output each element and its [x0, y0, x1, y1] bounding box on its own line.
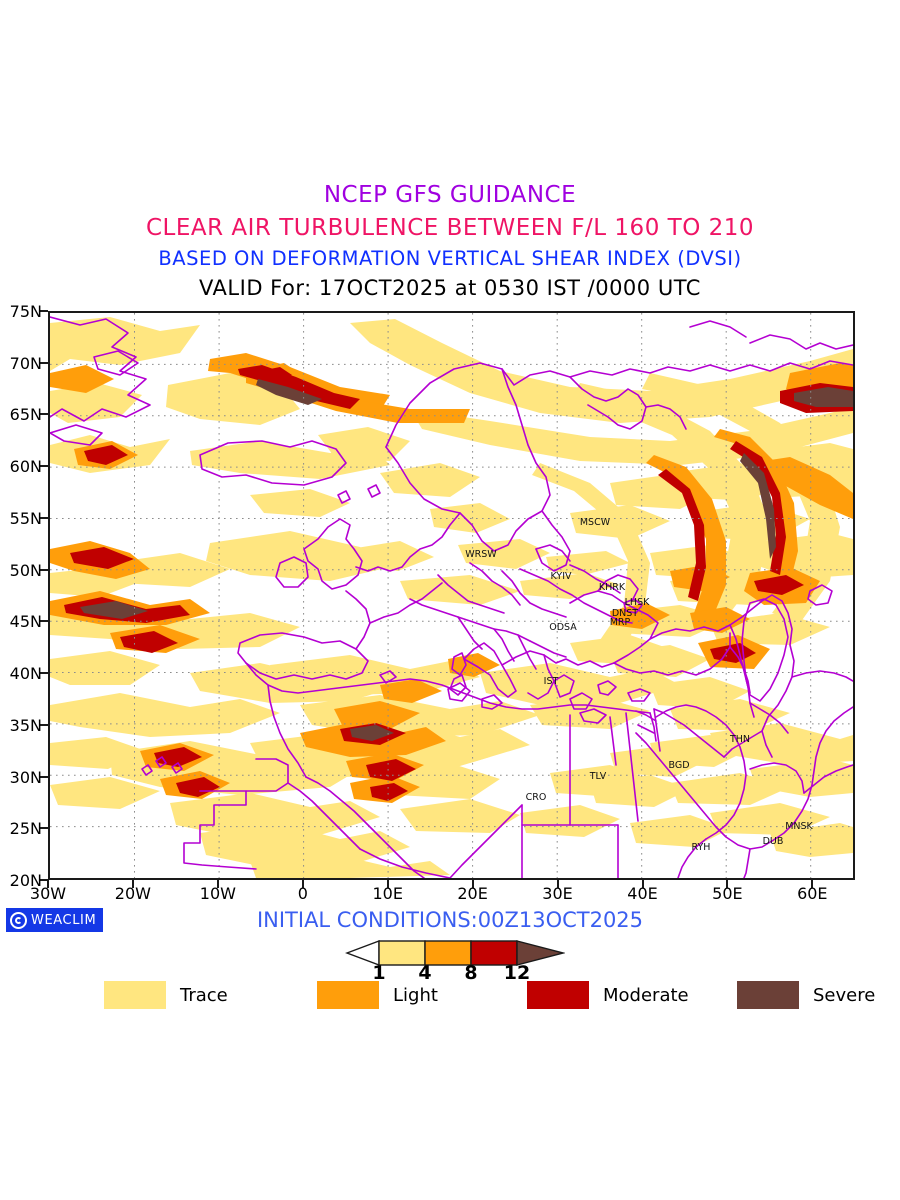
city-label-dub: DUB [763, 836, 784, 847]
lat-tick-30n: 30N [9, 767, 42, 787]
lat-tick-75n: 75N [9, 302, 42, 321]
legend-swatch-trace [104, 981, 166, 1009]
lat-tick-25n: 25N [9, 819, 42, 839]
lon-tick-40e: 40E [627, 884, 658, 903]
map-panel[interactable]: MSCW WRSW KYIV KHRK LHSK DNST MRP ODSA I… [48, 311, 855, 880]
weaclim-badge[interactable]: WEACLIM [6, 908, 104, 932]
lat-tick-45n: 45N [9, 612, 42, 632]
lat-tick-60n: 60N [9, 457, 42, 477]
turbulence-map-svg: MSCW WRSW KYIV KHRK LHSK DNST MRP ODSA I… [50, 313, 853, 878]
legend-swatch-light [317, 981, 379, 1009]
colorbar-tick-4: 4 [418, 962, 432, 984]
initial-conditions-text: INITIAL CONDITIONS:00Z13OCT2025 [256, 908, 644, 932]
lat-tick-20n: 20N [9, 871, 42, 890]
lat-tick-70n: 70N [9, 353, 42, 373]
legend-item-light: Light [317, 978, 438, 1012]
colorbar [345, 938, 565, 968]
city-label-group: MSCW WRSW KYIV KHRK LHSK DNST MRP ODSA I… [465, 517, 813, 853]
city-label-ryh: RYH [692, 842, 711, 853]
lon-tick-30w: 30W [29, 884, 67, 903]
map-frame: MSCW WRSW KYIV KHRK LHSK DNST MRP ODSA I… [48, 311, 855, 880]
severity-legend: Trace Light Moderate Severe [0, 978, 900, 1012]
lon-tick-50e: 50E [712, 884, 743, 903]
title-block: NCEP GFS GUIDANCE CLEAR AIR TURBULENCE B… [0, 180, 900, 303]
legend-item-severe: Severe [737, 978, 875, 1012]
lon-tick-10e: 10E [372, 884, 403, 903]
legend-label-moderate: Moderate [603, 984, 689, 1006]
subtitle-turbulence-range: CLEAR AIR TURBULENCE BETWEEN F/L 160 TO … [145, 215, 755, 241]
lon-tick-20w: 20W [114, 884, 151, 903]
legend-item-moderate: Moderate [527, 978, 689, 1012]
weaclim-label: WEACLIM [31, 912, 97, 928]
colorbar-tick-1: 1 [372, 962, 386, 984]
coastlines-and-borders [50, 316, 853, 878]
city-label-thn: THN [729, 734, 750, 745]
lat-tick-50n: 50N [9, 560, 42, 580]
city-label-mscw: MSCW [580, 517, 611, 528]
subtitle-method: BASED ON DEFORMATION VERTICAL SHEAR INDE… [158, 247, 742, 270]
lat-tick-35n: 35N [9, 715, 42, 735]
legend-label-trace: Trace [180, 984, 228, 1006]
city-label-cro: CRO [526, 792, 547, 803]
lat-tick-65n: 65N [9, 405, 42, 425]
colorbar-tick-12: 12 [503, 962, 531, 984]
circle-logo-icon [10, 911, 27, 929]
colorbar-tick-8: 8 [464, 962, 478, 984]
city-label-kyiv: KYIV [551, 571, 572, 582]
lon-tick-20e: 20E [457, 884, 488, 903]
colorbar-tick-labels: 1 4 8 12 [345, 962, 565, 988]
valid-time-text: VALID For: 17OCT2025 at 0530 IST /0000 U… [199, 276, 701, 300]
legend-label-light: Light [393, 984, 438, 1006]
city-label-mrp: MRP [610, 617, 631, 628]
lat-tick-40n: 40N [9, 664, 42, 684]
legend-swatch-severe [737, 981, 799, 1009]
city-label-dnst: DNST [612, 608, 638, 619]
city-label-ist: IST [544, 676, 559, 687]
map-gridlines [50, 313, 853, 878]
legend-item-trace: Trace [104, 978, 228, 1012]
legend-label-severe: Severe [813, 984, 876, 1006]
lon-tick-10w: 10W [199, 884, 236, 903]
city-label-khrk: KHRK [599, 582, 626, 593]
lon-tick-60e: 60E [797, 884, 828, 903]
contour-band-severe [80, 379, 853, 741]
lat-tick-55n: 55N [9, 508, 42, 528]
lon-tick-30e: 30E [542, 884, 573, 903]
city-label-lhsk: LHSK [625, 597, 650, 608]
city-label-odsa: ODSA [549, 622, 577, 633]
city-label-bgd: BGD [668, 760, 689, 771]
city-label-wrsw: WRSW [465, 549, 497, 560]
legend-swatch-moderate [527, 981, 589, 1009]
city-label-tlv: TLV [589, 771, 607, 782]
page-title: NCEP GFS GUIDANCE [323, 182, 577, 208]
lon-tick-0: 0 [297, 884, 308, 903]
city-label-mnsk: MNSK [785, 821, 813, 832]
colorbar-svg [345, 939, 565, 967]
